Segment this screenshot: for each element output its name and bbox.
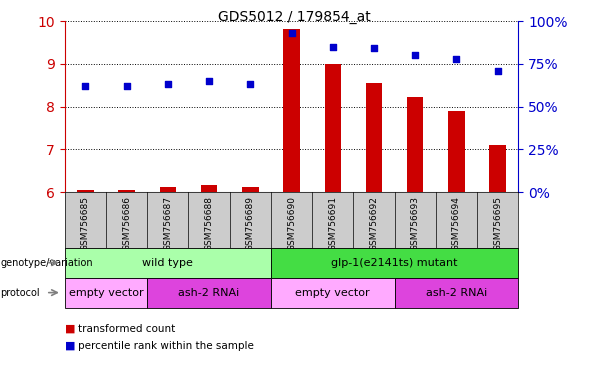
Text: genotype/variation: genotype/variation — [1, 258, 93, 268]
Bar — [77, 190, 94, 192]
Text: empty vector: empty vector — [69, 288, 143, 298]
Point — [369, 45, 379, 51]
Point — [452, 56, 461, 62]
Bar — [366, 83, 382, 192]
Point — [122, 83, 131, 89]
Text: GSM756692: GSM756692 — [369, 197, 379, 252]
Text: ■: ■ — [65, 324, 79, 334]
Text: glp-1(e2141ts) mutant: glp-1(e2141ts) mutant — [332, 258, 458, 268]
Bar — [242, 187, 259, 192]
Text: empty vector: empty vector — [296, 288, 370, 298]
Point — [287, 30, 296, 36]
Point — [81, 83, 90, 89]
Point — [328, 44, 337, 50]
Text: GSM756686: GSM756686 — [122, 197, 131, 252]
Text: protocol: protocol — [1, 288, 40, 298]
Point — [493, 68, 502, 74]
Bar — [283, 29, 300, 192]
Text: ash-2 RNAi: ash-2 RNAi — [178, 288, 240, 298]
Text: ■: ■ — [65, 341, 79, 351]
Bar — [160, 187, 176, 192]
Bar — [325, 64, 341, 192]
Text: GSM756694: GSM756694 — [452, 197, 461, 252]
Point — [204, 78, 214, 84]
Bar — [201, 185, 217, 192]
Bar — [448, 111, 465, 192]
Text: GDS5012 / 179854_at: GDS5012 / 179854_at — [218, 10, 371, 23]
Bar — [118, 190, 135, 192]
Text: GSM756685: GSM756685 — [81, 197, 90, 252]
Text: wild type: wild type — [143, 258, 193, 268]
Text: GSM756689: GSM756689 — [246, 197, 255, 252]
Text: ash-2 RNAi: ash-2 RNAi — [426, 288, 487, 298]
Text: percentile rank within the sample: percentile rank within the sample — [78, 341, 254, 351]
Bar — [407, 97, 423, 192]
Text: GSM756690: GSM756690 — [287, 197, 296, 252]
Text: GSM756695: GSM756695 — [493, 197, 502, 252]
Point — [246, 81, 255, 88]
Text: GSM756693: GSM756693 — [411, 197, 420, 252]
Text: transformed count: transformed count — [78, 324, 175, 334]
Text: GSM756688: GSM756688 — [204, 197, 214, 252]
Point — [163, 81, 173, 88]
Point — [411, 52, 420, 58]
Text: GSM756691: GSM756691 — [328, 197, 337, 252]
Text: GSM756687: GSM756687 — [163, 197, 173, 252]
Bar — [489, 145, 506, 192]
